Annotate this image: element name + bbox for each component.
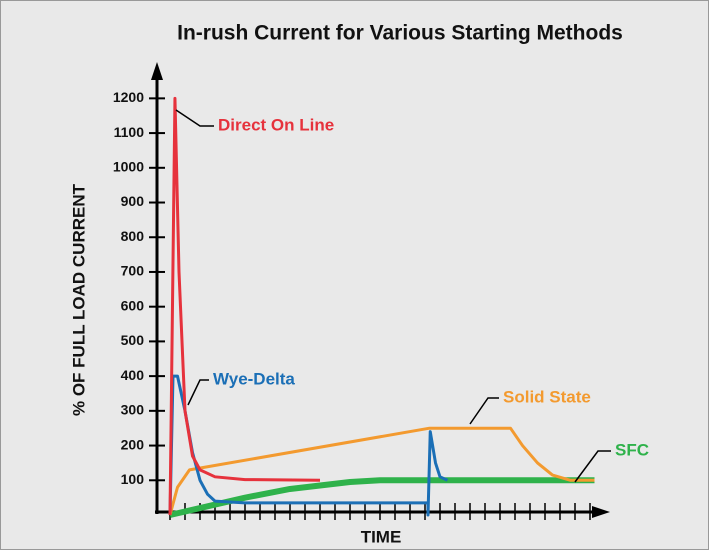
leader-line — [187, 379, 209, 406]
chart-title: In-rush Current for Various Starting Met… — [177, 22, 623, 45]
y-axis-label: % OF FULL LOAD CURRENT — [69, 183, 88, 416]
y-tick-label: 700 — [121, 263, 145, 279]
leader-line — [574, 450, 611, 483]
y-tick-label: 200 — [121, 436, 145, 452]
y-tick-label: 1200 — [113, 89, 144, 105]
y-tick-label: 500 — [121, 332, 145, 348]
y-axis-arrow — [151, 62, 163, 80]
series-label: Solid State — [503, 387, 591, 406]
y-tick-label: 900 — [121, 193, 145, 209]
series-label: Wye-Delta — [213, 369, 295, 388]
series-line — [168, 426, 595, 516]
y-tick-label: 600 — [121, 297, 145, 313]
y-tick-label: 400 — [121, 367, 145, 383]
x-axis-arrow — [592, 506, 610, 518]
series-label: Direct On Line — [218, 115, 334, 134]
y-tick-label: 1000 — [113, 159, 144, 175]
y-tick-label: 100 — [121, 471, 145, 487]
y-tick-label: 800 — [121, 228, 145, 244]
series-label: SFC — [615, 440, 649, 459]
series-line — [168, 96, 321, 516]
leader-line — [175, 109, 214, 127]
y-tick-label: 1100 — [114, 124, 145, 140]
leader-line — [469, 397, 499, 425]
series-line — [168, 374, 449, 517]
y-tick-label: 300 — [121, 402, 145, 418]
x-axis-label: TIME — [361, 527, 402, 546]
series-line — [169, 477, 595, 518]
